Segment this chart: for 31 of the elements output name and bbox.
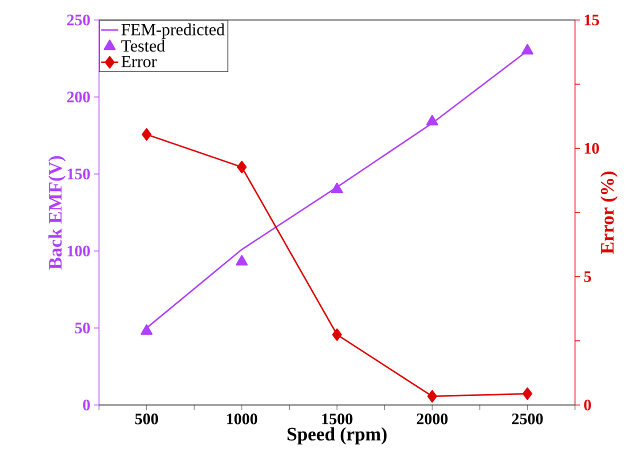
y-tick-label: 100 [68,246,90,256]
point [427,390,438,403]
point [522,387,532,400]
legend-label: Error [121,56,157,68]
x-tick-label: 500 [135,414,158,424]
y-tick-label: 250 [67,14,90,26]
y2-tick-label: 10 [584,142,599,154]
legend-label: FEM-predicted [121,23,225,39]
point [521,44,534,55]
point [426,114,438,126]
point [140,324,153,335]
y-tick-label: 0 [83,400,90,410]
point [236,160,247,174]
point [331,182,343,194]
x-tick-label: 1500 [322,414,352,424]
y2-tick-label: 15 [584,14,599,26]
x-tick-label: 2500 [512,414,543,424]
y2-axis-title: Error (%) [600,172,618,254]
point [236,255,248,266]
y-tick-label: 200 [67,92,90,102]
y-tick-label: 50 [75,322,90,334]
x-axis-title: Speed (rpm) [288,427,387,444]
point [142,128,152,141]
y-axis-title: Back EMF(V) [48,156,66,270]
x-tick-label: 2000 [416,414,448,424]
point [332,328,342,341]
x-tick-label: 1000 [227,414,258,424]
y2-tick-label: 0 [584,400,591,410]
y2-tick-label: 5 [584,271,591,282]
y-tick-label: 150 [68,168,90,180]
legend-label: Tested [121,40,165,52]
